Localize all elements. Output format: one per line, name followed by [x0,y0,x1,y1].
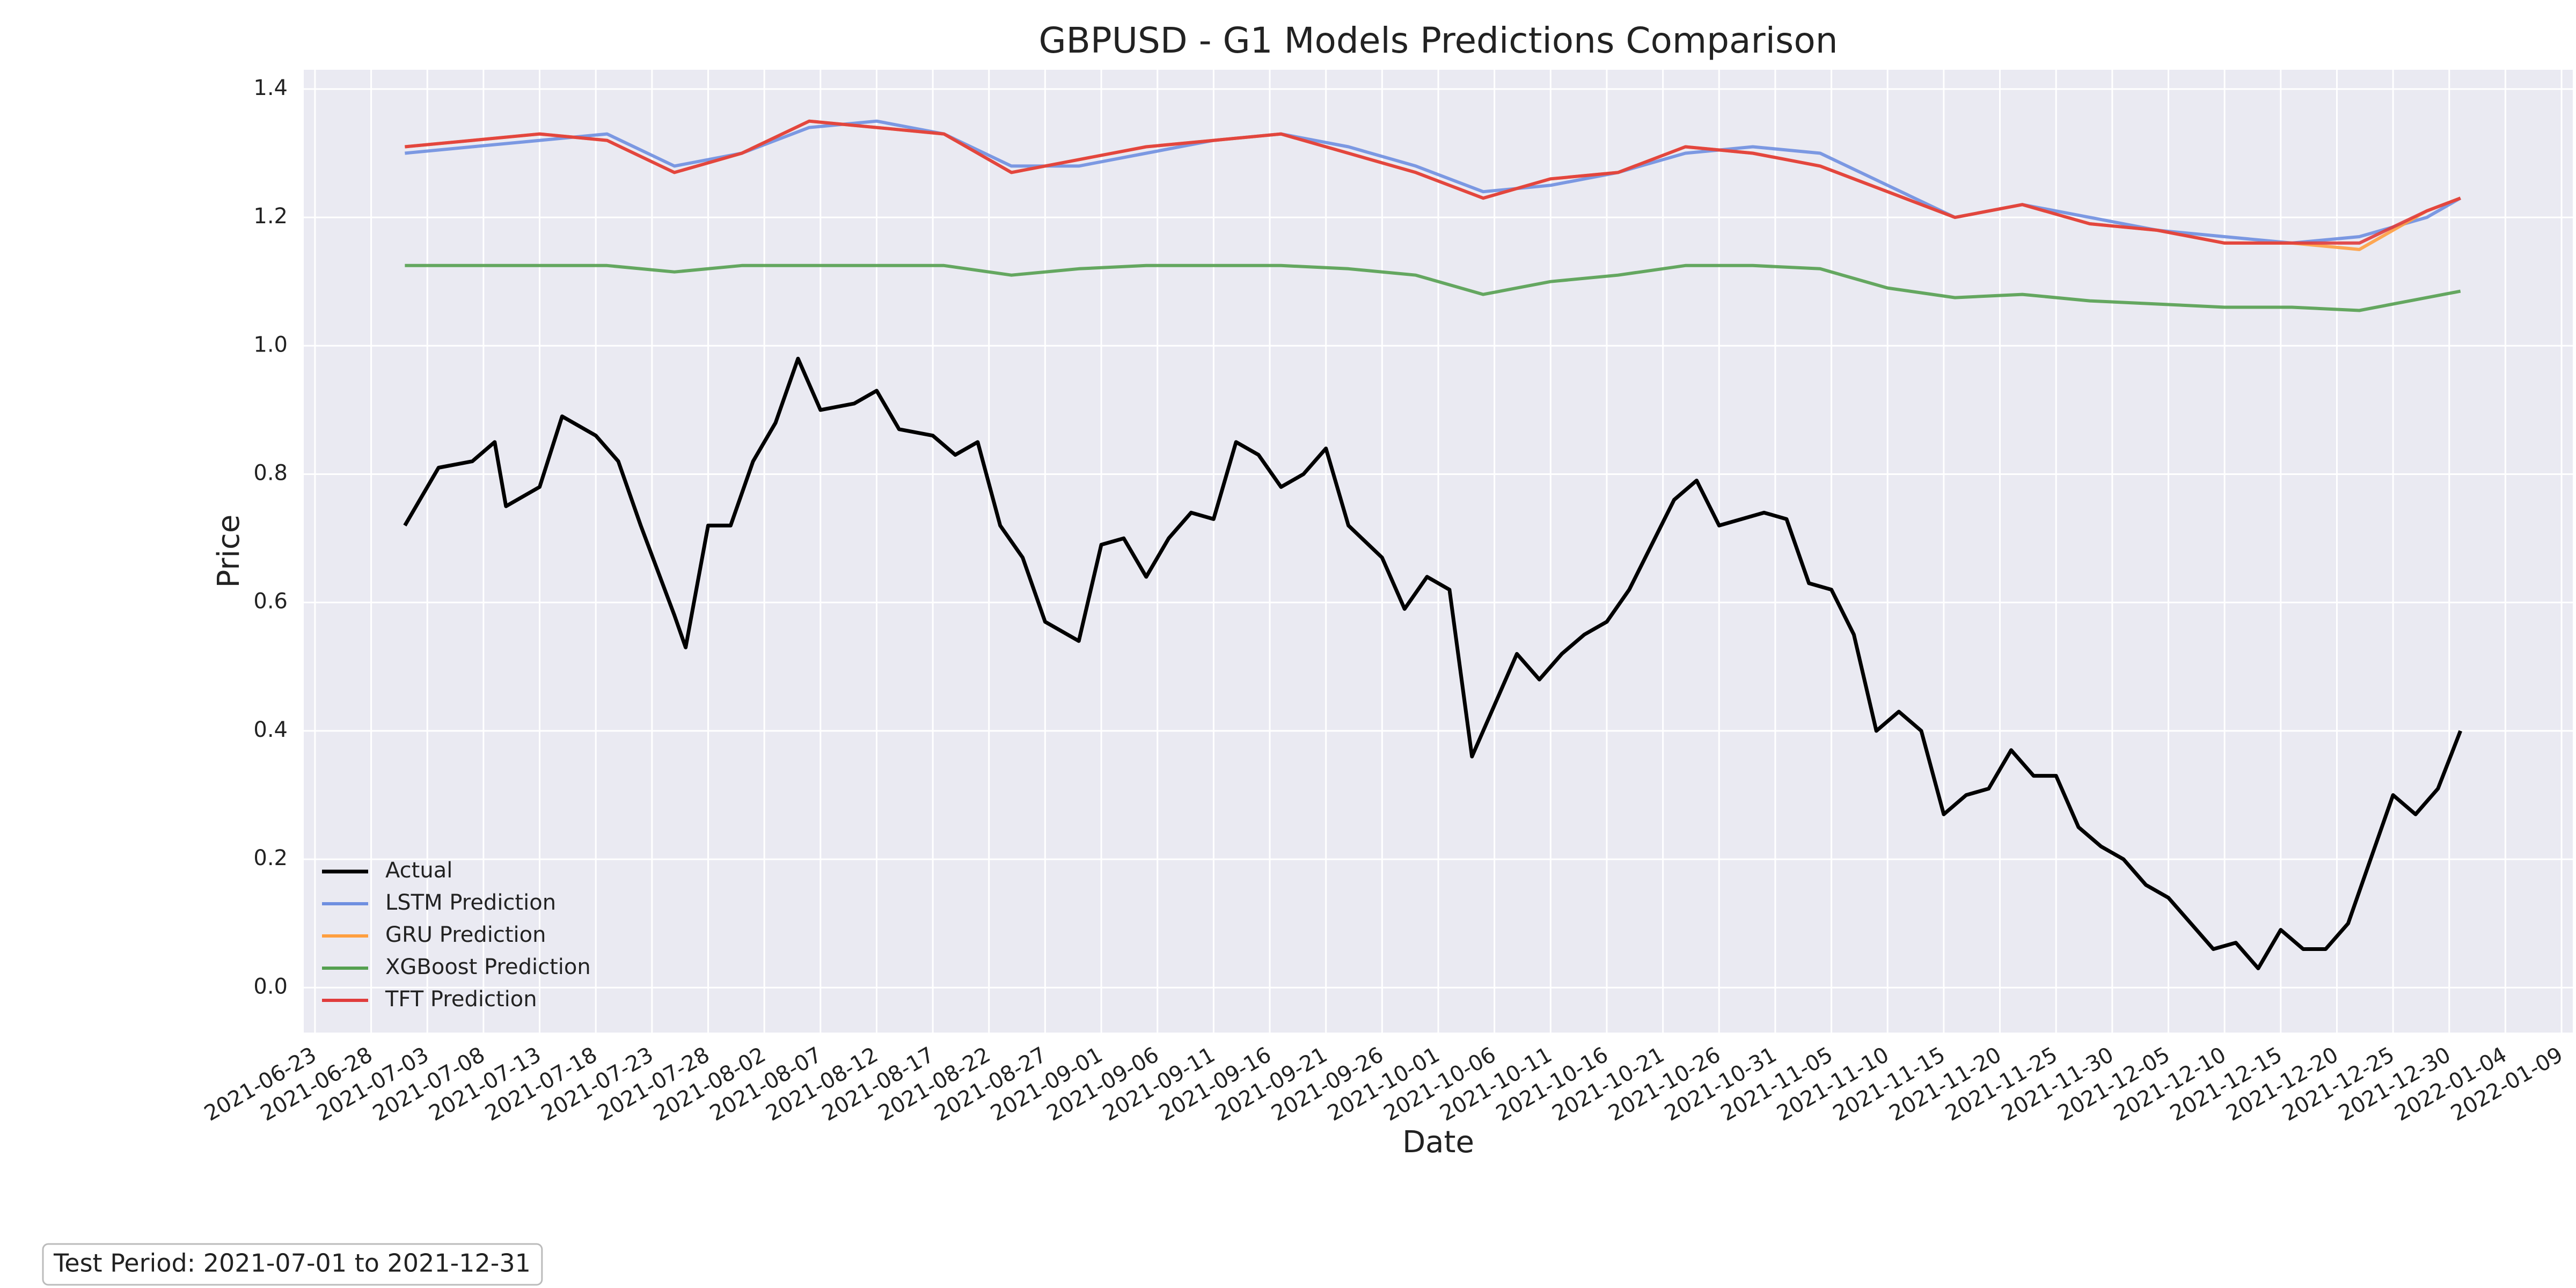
x-axis-label: Date [1402,1125,1474,1160]
legend-label: XGBoost Prediction [385,955,591,979]
y-tick-label: 0.8 [253,460,288,485]
annotation-box [42,1243,543,1286]
legend-label: TFT Prediction [385,987,537,1012]
y-tick-label: 0.0 [253,974,288,999]
legend-label: LSTM Prediction [385,890,556,915]
y-tick-label: 1.2 [253,204,288,229]
y-tick-label: 0.4 [253,718,288,742]
y-tick-label: 0.2 [253,846,288,870]
legend-label: Actual [385,858,452,883]
legend-label: GRU Prediction [385,923,546,947]
series-line [405,264,2461,312]
chart-title: GBPUSD - G1 Models Predictions Compariso… [1038,20,1838,61]
y-tick-label: 1.0 [253,332,288,357]
series-line [403,356,2462,970]
y-tick-label: 1.4 [253,76,288,100]
annotation: Test Period: 2021-07-01 to 2021-12-31 [53,1249,531,1278]
y-axis-label: Price [211,515,246,588]
series-line [405,119,2461,245]
y-tick-label: 0.6 [253,589,288,614]
